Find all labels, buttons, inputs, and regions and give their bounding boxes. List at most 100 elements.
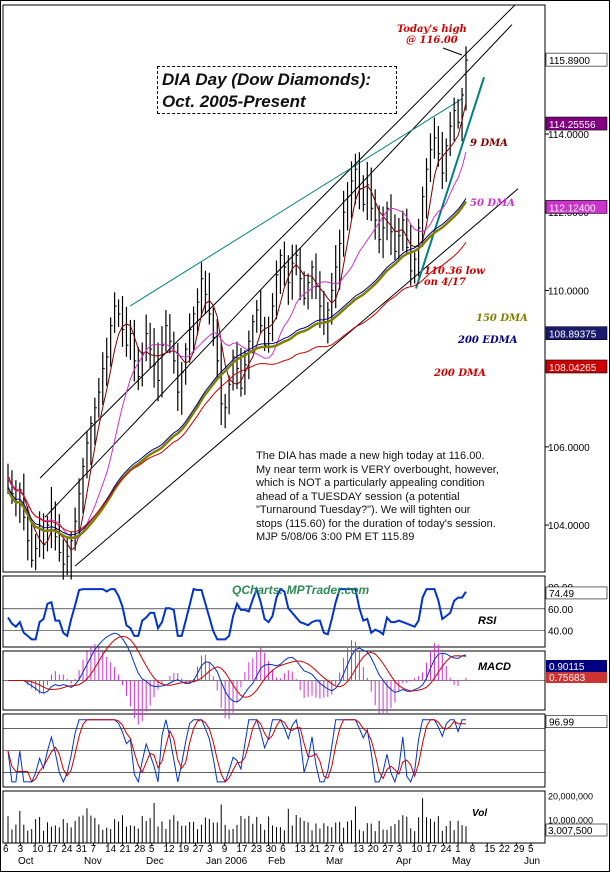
last-value-box	[545, 326, 608, 341]
price-tick-label: 112.0000	[548, 208, 589, 219]
chart-title-line2: Oct. 2005-Present	[162, 92, 306, 111]
rsi-label: RSI	[478, 615, 497, 627]
rsi-tick-label: 60.00	[548, 605, 573, 616]
x-day-tick-label: 15	[484, 844, 496, 855]
watermark-qcharts: QCharts: MPTrader.com	[232, 583, 370, 597]
label-200dma: 200 DMA	[434, 368, 486, 379]
note-line: The DIA has made a new high today at 116…	[256, 450, 485, 462]
note-line: which is NOT a particularly appealing co…	[256, 477, 485, 489]
stoch-d-line	[7, 718, 466, 783]
price-tick-label: 110.0000	[548, 286, 589, 297]
macd-signal-line	[8, 635, 467, 698]
panel-frame-price	[2, 4, 546, 573]
x-day-tick-label: 12	[163, 844, 175, 855]
note-line: MJP 5/08/06 3:00 PM ET 115.89	[256, 531, 415, 543]
low-annotation: 110.36 low on 4/17	[424, 266, 485, 288]
trendline-teal	[129, 98, 463, 307]
x-month-label: Jun	[524, 856, 540, 867]
x-day-tick-label: 29	[513, 844, 525, 855]
x-day-tick-label: 6	[338, 844, 344, 855]
x-day-tick-label: 3	[397, 844, 403, 855]
x-month-label: Apr	[396, 856, 412, 867]
volume-label: Vol	[472, 808, 487, 819]
last-value-label: 108.04265	[549, 363, 597, 374]
x-day-tick-label: 10	[411, 844, 423, 855]
rsi-last-box	[545, 586, 608, 600]
x-day-tick-label: 17	[47, 844, 59, 855]
macd-label: MACD	[478, 661, 511, 673]
label-50dma: 50 DMA	[470, 198, 515, 209]
x-day-tick-label: 28	[134, 844, 146, 855]
high-pointer	[442, 47, 463, 56]
ma-150dma	[6, 200, 468, 540]
note-line: My near term work is VERY overbought, ho…	[256, 463, 499, 476]
todays-high-annotation: Today's high @ 116.00	[397, 24, 467, 46]
last-value-label: 114.25556	[549, 120, 596, 131]
x-day-tick-label: 3	[207, 844, 213, 855]
last-value-box	[545, 52, 608, 67]
x-day-tick-label: 24	[441, 844, 453, 855]
channel-line-lower	[74, 188, 519, 567]
note-line: "Turnaround Tuesday?"). We will tighten …	[256, 504, 471, 516]
x-day-tick-label: 20	[368, 844, 380, 855]
last-value-box	[545, 359, 608, 374]
x-month-label: Oct	[18, 856, 34, 867]
x-month-label: Feb	[268, 856, 286, 867]
todays-high-line1: Today's high	[397, 24, 467, 35]
x-day-tick-label: 27	[324, 844, 336, 855]
rsi-tick-label: 40.00	[548, 627, 573, 638]
x-day-tick-label: 19	[178, 844, 190, 855]
x-month-label: Dec	[146, 856, 164, 867]
x-day-tick-label: 9	[222, 844, 228, 855]
ma-200dma	[7, 242, 467, 533]
chart-title-line1: DIA Day (Dow Diamonds):	[162, 70, 372, 89]
last-value-box	[545, 116, 608, 131]
x-day-tick-label: 23	[251, 844, 263, 855]
trendline-steep	[415, 77, 485, 289]
x-day-tick-label: 5	[149, 844, 155, 855]
rsi-line	[7, 586, 467, 641]
volume-tick-label: 20,000,000	[548, 792, 593, 802]
x-day-tick-label: 27	[382, 844, 394, 855]
volume-last-box	[545, 823, 608, 837]
x-day-tick-label: 17	[426, 844, 438, 855]
macd-last2-label: 0.75683	[549, 673, 586, 684]
note-line: stops (115.60) for the duration of today…	[256, 517, 496, 530]
x-day-tick-label: 30	[266, 844, 278, 855]
x-day-tick-label: 5	[528, 844, 534, 855]
last-value-box	[545, 200, 608, 214]
stoch-last-label: 96.99	[549, 718, 574, 729]
chart-title: DIA Day (Dow Diamonds): Oct. 2005-Presen…	[157, 66, 397, 114]
ma-9dma	[7, 102, 467, 551]
x-day-tick-label: 8	[470, 844, 476, 855]
x-day-tick-label: 6	[280, 844, 286, 855]
volume-last-label: 3,007,500	[548, 826, 593, 837]
ma-200edma	[7, 198, 467, 536]
x-day-tick-label: 13	[353, 844, 365, 855]
x-day-tick-label: 1	[455, 844, 461, 855]
todays-high-line2: @ 116.00	[406, 35, 458, 46]
price-tick-label: 104.0000	[548, 521, 590, 532]
x-day-tick-label: 24	[61, 844, 73, 855]
stoch-last-box	[545, 715, 608, 729]
volume-tick-label: 10,000,000	[548, 815, 593, 825]
x-day-tick-label: 27	[193, 844, 205, 855]
x-day-tick-label: 22	[499, 844, 511, 855]
x-day-tick-label: 21	[120, 844, 132, 855]
x-day-tick-label: 3	[18, 844, 24, 855]
panel-frame-vol	[2, 790, 546, 844]
x-month-label: Mar	[326, 856, 344, 867]
x-day-tick-label: 14	[105, 844, 117, 855]
macd-line	[8, 632, 467, 703]
last-value-label: 112.12400	[549, 203, 596, 214]
last-value-label: 108.89375	[549, 330, 597, 341]
low-annotation-line1: 110.36 low	[424, 266, 485, 277]
x-day-tick-label: 17	[236, 844, 248, 855]
label-150dma: 150 DMA	[476, 313, 528, 324]
label-200edma: 200 EDMA	[458, 335, 518, 346]
commentary-note: The DIA has made a new high today at 116…	[256, 450, 546, 545]
channel-line-mid	[44, 24, 513, 518]
panel-frame-rsi	[2, 575, 546, 648]
